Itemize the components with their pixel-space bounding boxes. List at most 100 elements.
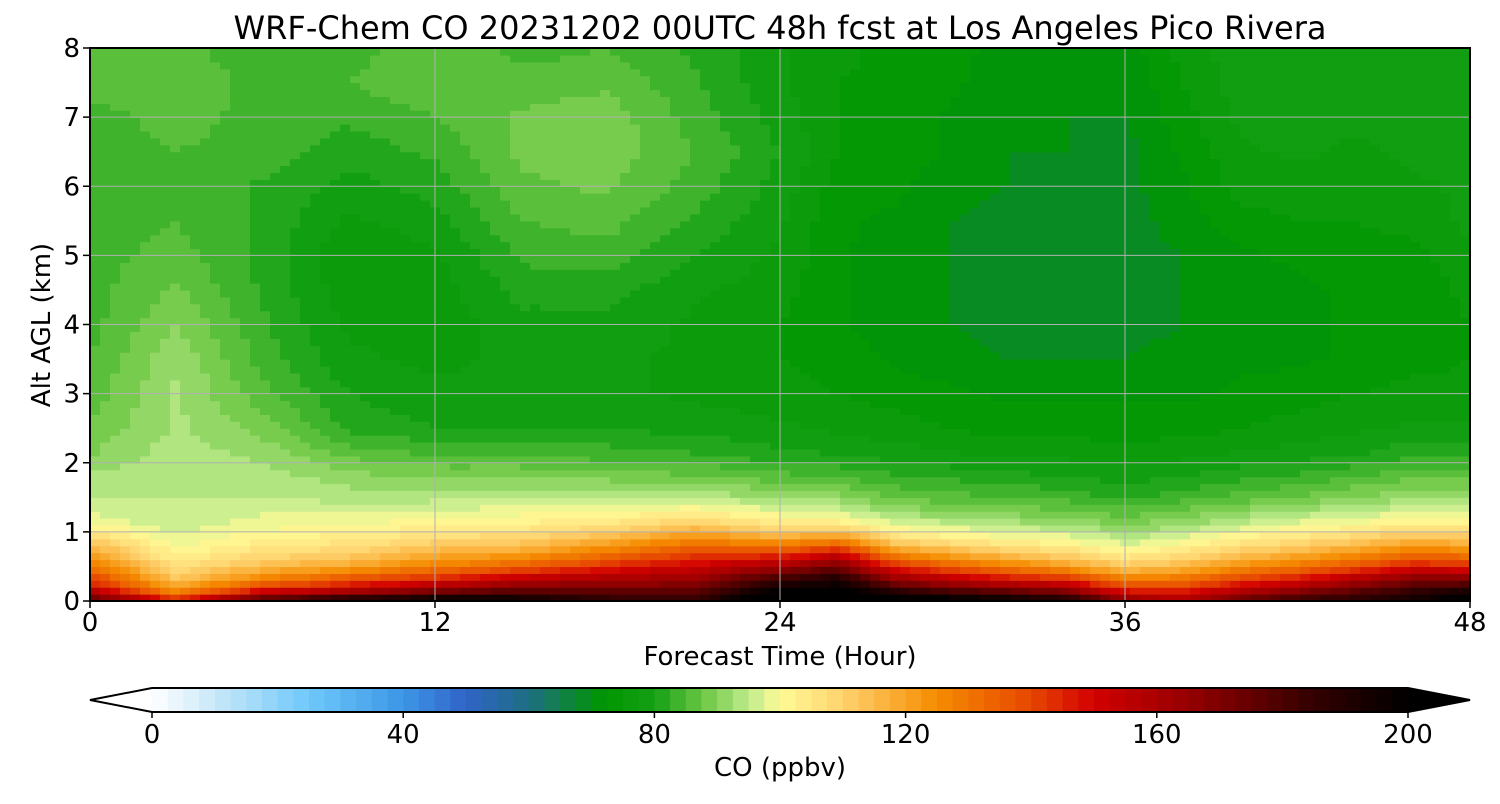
heatmap-cell (650, 317, 661, 326)
heatmap-cell (630, 448, 641, 457)
heatmap-cell (440, 117, 451, 125)
heatmap-cell (480, 172, 491, 180)
heatmap-cell (410, 324, 421, 333)
heatmap-cell (610, 538, 621, 547)
heatmap-cell (400, 587, 411, 595)
heatmap-cell (440, 151, 451, 160)
heatmap-cell (470, 580, 481, 588)
heatmap-cell (550, 365, 561, 374)
heatmap-cell (160, 124, 171, 132)
heatmap-cell (260, 296, 271, 305)
heatmap-cell (540, 200, 551, 208)
heatmap-cell (280, 504, 291, 512)
heatmap-cell (120, 248, 131, 256)
heatmap-cell (360, 110, 371, 118)
heatmap-cell (220, 483, 231, 491)
heatmap-cell (260, 283, 271, 291)
heatmap-cell (350, 587, 361, 595)
heatmap-cell (280, 338, 291, 346)
heatmap-cell (440, 248, 451, 256)
heatmap-cell (510, 283, 521, 291)
heatmap-cell (480, 538, 491, 547)
heatmap-cell (390, 82, 401, 91)
heatmap-cell (210, 545, 221, 554)
heatmap-cell (350, 345, 361, 353)
heatmap-cell (670, 48, 681, 56)
heatmap-cell (510, 428, 521, 436)
heatmap-cell (310, 497, 321, 505)
heatmap-cell (660, 476, 671, 485)
heatmap-cell (400, 124, 411, 132)
heatmap-cell (690, 545, 701, 554)
heatmap-cell (300, 435, 311, 443)
heatmap-cell (480, 359, 491, 367)
heatmap-cell (540, 448, 551, 457)
heatmap-cell (240, 241, 251, 250)
heatmap-cell (530, 573, 541, 581)
heatmap-cell (140, 48, 151, 56)
heatmap-cell (610, 573, 621, 581)
heatmap-cell (280, 193, 291, 201)
heatmap-cell (160, 435, 171, 443)
heatmap-cell (590, 407, 601, 415)
heatmap-cell (340, 75, 351, 84)
heatmap-cell (500, 407, 511, 415)
heatmap-cell (170, 186, 181, 194)
heatmap-cell (630, 82, 641, 91)
heatmap-cell (210, 469, 221, 478)
heatmap-cell (300, 117, 311, 125)
heatmap-cell (180, 206, 191, 215)
heatmap-cell (330, 255, 341, 263)
heatmap-cell (360, 213, 371, 222)
heatmap-cell (640, 324, 651, 333)
heatmap-cell (160, 213, 171, 222)
heatmap-cell (410, 269, 421, 277)
heatmap-cell (170, 269, 181, 277)
heatmap-cell (230, 594, 241, 601)
heatmap-cell (460, 490, 471, 498)
heatmap-cell (500, 206, 511, 215)
heatmap-cell (660, 393, 671, 402)
heatmap-cell (480, 324, 491, 333)
heatmap-cell (350, 511, 361, 519)
heatmap-cell (90, 400, 101, 409)
heatmap-cell (490, 130, 501, 139)
heatmap-cell (240, 137, 251, 146)
heatmap-cell (390, 317, 401, 326)
heatmap-cell (460, 220, 471, 229)
heatmap-cell (260, 324, 271, 333)
heatmap-cell (580, 435, 591, 443)
heatmap-cell (130, 82, 141, 91)
heatmap-cell (490, 54, 501, 63)
heatmap-cell (210, 241, 221, 250)
heatmap-cell (460, 179, 471, 187)
heatmap-cell (580, 262, 591, 270)
heatmap-cell (330, 137, 341, 146)
heatmap-cell (410, 89, 421, 97)
heatmap-cell (400, 117, 411, 125)
heatmap-cell (190, 587, 201, 595)
heatmap-cell (490, 587, 501, 595)
heatmap-cell (350, 103, 361, 111)
heatmap-cell (170, 96, 181, 104)
heatmap-cell (360, 462, 371, 471)
heatmap-cell (420, 421, 431, 429)
heatmap-cell (650, 372, 661, 381)
heatmap-cell (140, 75, 151, 84)
heatmap-cell (400, 497, 411, 505)
heatmap-cell (210, 220, 221, 229)
heatmap-cell (250, 206, 261, 215)
heatmap-cell (560, 524, 571, 533)
heatmap-cell (270, 103, 281, 111)
heatmap-cell (380, 200, 391, 208)
heatmap-cell (200, 289, 211, 298)
heatmap-cell (410, 296, 421, 305)
heatmap-cell (200, 594, 211, 601)
heatmap-cell (120, 573, 131, 581)
heatmap-cell (650, 559, 661, 568)
heatmap-cell (90, 331, 101, 339)
heatmap-cell (440, 186, 451, 194)
heatmap-cell (490, 206, 501, 215)
heatmap-cell (130, 269, 141, 277)
heatmap-cell (460, 241, 471, 250)
